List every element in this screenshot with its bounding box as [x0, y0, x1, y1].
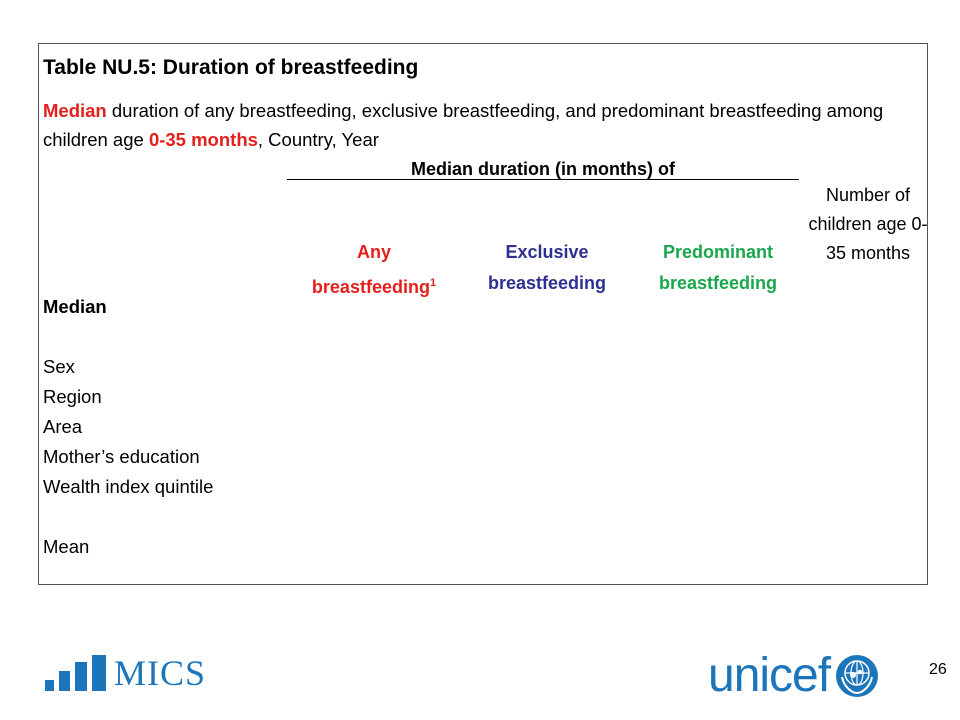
group-header: Median duration (in months) of: [411, 159, 675, 179]
row-wealth-index: Wealth index quintile: [43, 476, 214, 497]
row-sex: Sex: [43, 356, 75, 377]
column-exclusive-line1: Exclusive: [505, 242, 589, 262]
column-header-exclusive: Exclusive breastfeeding: [467, 237, 627, 299]
column-any-label: breastfeeding: [311, 277, 430, 297]
row-mean: Mean: [43, 536, 90, 557]
column-header-predominant: Predominant breastfeeding: [635, 237, 801, 299]
mics-bars-icon: [45, 655, 106, 691]
unicef-logo-text: unicef: [708, 649, 831, 702]
row-median: Median: [43, 296, 107, 317]
table-frame: Table NU.5: Duration of breastfeeding Me…: [38, 43, 928, 585]
subtitle-text-1: duration of any breastfeeding, exclusive…: [43, 100, 884, 150]
group-header-rule: [287, 179, 799, 180]
row-region: Region: [43, 386, 102, 407]
table-subtitle: Median duration of any breastfeeding, ex…: [43, 96, 923, 154]
unicef-logo: unicef: [708, 650, 882, 702]
page-number: 26: [929, 661, 947, 678]
footnote-marker: 1: [429, 277, 437, 289]
subtitle-age: 0-35 months: [148, 129, 258, 150]
column-any-line1: Any: [356, 242, 391, 262]
subtitle-text-2: , Country, Year: [257, 129, 379, 150]
mics-logo: MICS: [45, 655, 206, 691]
table-title: Table NU.5: Duration of breastfeeding: [43, 56, 419, 79]
subtitle-median: Median: [43, 100, 107, 121]
row-mothers-education: Mother’s education: [43, 446, 200, 467]
column-predominant-line2: breastfeeding: [658, 273, 778, 293]
column-header-any: Any breastfeeding1: [289, 237, 459, 303]
column-header-number-of-children: Number of children age 0-35 months: [808, 185, 928, 263]
mics-logo-text: MICS: [114, 653, 207, 693]
unicef-emblem-icon: [836, 655, 879, 697]
column-exclusive-line2: breastfeeding: [487, 273, 607, 293]
column-any-line2: breastfeeding1: [289, 268, 459, 303]
column-predominant-line1: Predominant: [662, 242, 773, 262]
row-area: Area: [43, 416, 83, 437]
